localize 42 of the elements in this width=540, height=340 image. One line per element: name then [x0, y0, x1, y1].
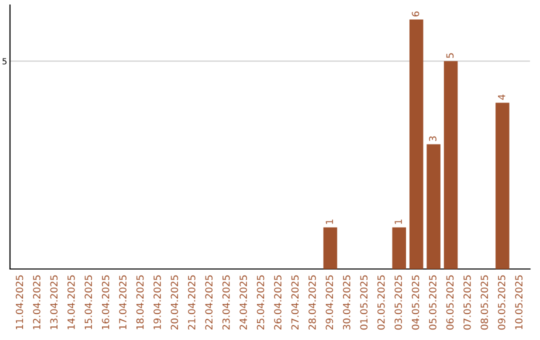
x-tick-label: 29.04.2025	[326, 275, 334, 330]
x-tick-label: 27.04.2025	[291, 275, 299, 330]
x-tick-label: 24.04.2025	[240, 275, 247, 330]
x-tick-label: 11.04.2025	[16, 275, 24, 330]
x-tick-label: 30.04.2025	[342, 275, 350, 330]
x-tick-label: 07.05.2025	[463, 275, 471, 330]
data-label: 6	[412, 11, 420, 16]
x-tick-label: 19.04.2025	[154, 275, 161, 330]
x-tick-label: 28.04.2025	[308, 275, 316, 330]
x-tick-label: 21.04.2025	[188, 275, 196, 330]
x-tick-label: 03.05.2025	[394, 275, 402, 330]
x-tick-label: 06.05.2025	[446, 275, 454, 330]
data-label: 4	[498, 94, 506, 100]
x-tick-label: 18.04.2025	[136, 275, 144, 330]
bar	[409, 20, 424, 269]
x-tick-label: 02.05.2025	[377, 275, 385, 330]
x-tick-label: 08.05.2025	[480, 275, 488, 330]
x-tick-label: 26.04.2025	[274, 275, 282, 330]
data-label: 3	[429, 136, 436, 142]
bar	[323, 227, 338, 269]
bar	[426, 144, 440, 269]
x-tick-label: 12.04.2025	[33, 275, 40, 330]
bar	[444, 61, 458, 269]
x-tick-label: 25.04.2025	[256, 275, 264, 330]
x-tick-label: 13.04.2025	[50, 275, 58, 330]
x-tick-label: 01.05.2025	[360, 275, 368, 330]
x-tick-label: 20.04.2025	[170, 275, 178, 330]
x-tick-label: 14.04.2025	[67, 275, 75, 330]
x-tick-label: 22.04.2025	[205, 275, 213, 330]
x-tick-label: 23.04.2025	[222, 275, 230, 330]
x-tick-label: 15.04.2025	[84, 275, 92, 330]
bar	[496, 102, 510, 269]
data-label: 1	[394, 220, 402, 224]
x-tick-label: 09.05.2025	[498, 275, 506, 330]
bar	[392, 227, 406, 269]
data-label: 1	[326, 220, 333, 224]
x-tick-label: 04.05.2025	[412, 275, 420, 330]
x-tick-label: 05.05.2025	[429, 275, 436, 330]
x-tick-label: 17.04.2025	[119, 275, 126, 330]
x-tick-label: 16.04.2025	[102, 275, 110, 330]
x-tick-label: 10.05.2025	[515, 275, 522, 330]
data-label: 5	[446, 53, 454, 58]
